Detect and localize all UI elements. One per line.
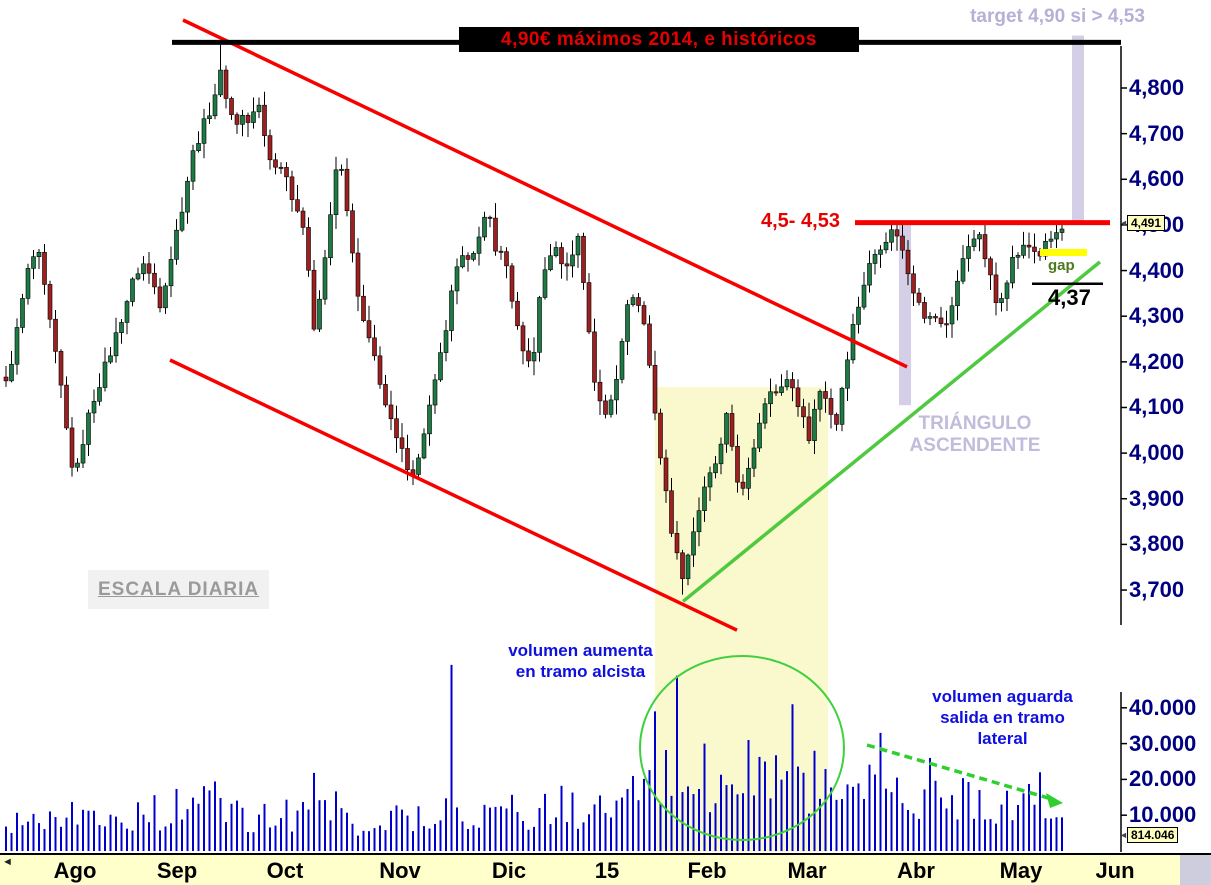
month-label-15: 15 <box>594 858 620 883</box>
candlestick-series <box>3 41 1065 595</box>
volume-series <box>5 664 1063 851</box>
volume-tag-arrow-icon: ◄ <box>1119 830 1128 840</box>
volume-note-lateral: volumen aguarda salida en tramo lateral <box>932 687 1073 748</box>
price-tick-label: 4,000 <box>1129 440 1185 466</box>
last-volume-tag: 814.046 <box>1127 827 1179 843</box>
support-437-label: 4,37 <box>1048 285 1091 310</box>
price-tag-arrow-icon: ◄ <box>1119 218 1128 228</box>
descending-channel-upper-line <box>182 18 908 369</box>
volume-ellipse <box>639 655 845 841</box>
resistance-line <box>855 220 1110 226</box>
ascending-trendline <box>681 260 1102 603</box>
month-label-abr: Abr <box>897 858 935 883</box>
price-tick-label: 3,900 <box>1129 485 1185 511</box>
ascending-triangle-label: TRIÁNGULO ASCENDENTE <box>909 413 1041 456</box>
volume-tick-label: 40.000 <box>1129 694 1197 720</box>
month-label-may: May <box>999 858 1043 883</box>
price-tick-label: 4,200 <box>1129 348 1185 374</box>
yellow-band <box>655 387 828 852</box>
time-axis-strip <box>0 853 1211 885</box>
price-tick-label: 4,400 <box>1129 257 1185 283</box>
scrollbar-corner <box>1180 855 1211 885</box>
last-price-tag: 4,491 <box>1127 215 1166 231</box>
price-tick-label: 4,600 <box>1129 166 1185 192</box>
month-label-oct: Oct <box>266 858 304 883</box>
month-label-jun: Jun <box>1095 858 1135 883</box>
target-annotation: target 4,90 si > 4,53 <box>970 6 1145 27</box>
price-tick-label: 3,800 <box>1129 531 1185 557</box>
volume-tick-label: 20.000 <box>1129 766 1197 792</box>
resistance-label: 4,5- 4,53 <box>761 210 840 232</box>
daily-scale-label: ESCALA DIARIA <box>88 570 270 609</box>
month-label-nov: Nov <box>379 858 421 883</box>
month-label-mar: Mar <box>787 858 827 883</box>
scroll-left-button[interactable]: ◄ <box>2 856 13 868</box>
price-tick-label: 4,800 <box>1129 75 1185 100</box>
gap-label: gap <box>1048 257 1075 274</box>
volume-note-bullish: volumen aumenta en tramo alcista <box>508 641 653 681</box>
month-label-dic: Dic <box>491 858 527 883</box>
month-label-feb: Feb <box>687 858 727 883</box>
volume-trend-arrow <box>866 743 1056 802</box>
gap-highlight <box>1040 249 1087 256</box>
arrowhead-icon <box>1046 793 1063 808</box>
price-tick-label: 4,300 <box>1129 303 1185 329</box>
volume-tick-label: 10.000 <box>1129 802 1197 828</box>
month-label-ago: Ago <box>53 858 97 883</box>
price-tick-label: 4,100 <box>1129 394 1185 420</box>
price-tick-label: 4,700 <box>1129 120 1185 146</box>
max-2014-banner: 4,90€ máximos 2014, e históricos <box>459 27 859 52</box>
month-label-sep: Sep <box>156 858 198 883</box>
descending-channel-lower-line <box>169 358 738 632</box>
lavender-bar-2 <box>1072 35 1084 223</box>
price-tick-label: 3,700 <box>1129 577 1185 603</box>
volume-tick-label: 30.000 <box>1129 730 1197 756</box>
